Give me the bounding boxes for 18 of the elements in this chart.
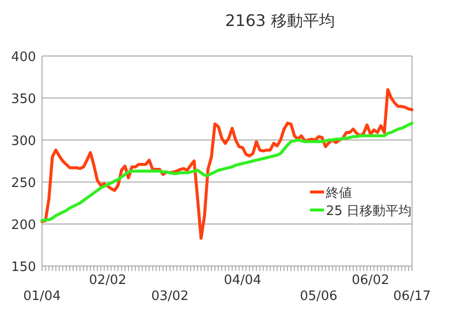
line-series xyxy=(40,122,414,222)
x-tick-label: 01/04 xyxy=(23,289,61,304)
y-tick-label: 350 xyxy=(11,92,36,107)
y-tick-label: 200 xyxy=(11,218,36,233)
legend-label: 25 日移動平均 xyxy=(326,204,412,219)
line-series xyxy=(40,88,414,240)
chart-title: 2163 移動平均 xyxy=(225,11,335,30)
x-tick-label: 06/02 xyxy=(352,273,390,288)
legend-label: 終値 xyxy=(325,186,352,201)
x-tick-label: 04/04 xyxy=(224,273,262,288)
x-tick-label: 02/02 xyxy=(88,273,126,288)
y-tick-label: 400 xyxy=(11,50,36,65)
y-tick-label: 300 xyxy=(11,134,36,149)
y-tick-label: 150 xyxy=(11,260,36,275)
x-tick-label: 05/06 xyxy=(300,289,338,304)
y-tick-label: 250 xyxy=(11,176,36,191)
x-tick-label: 06/17 xyxy=(393,289,431,304)
x-tick-label: 03/02 xyxy=(151,289,189,304)
